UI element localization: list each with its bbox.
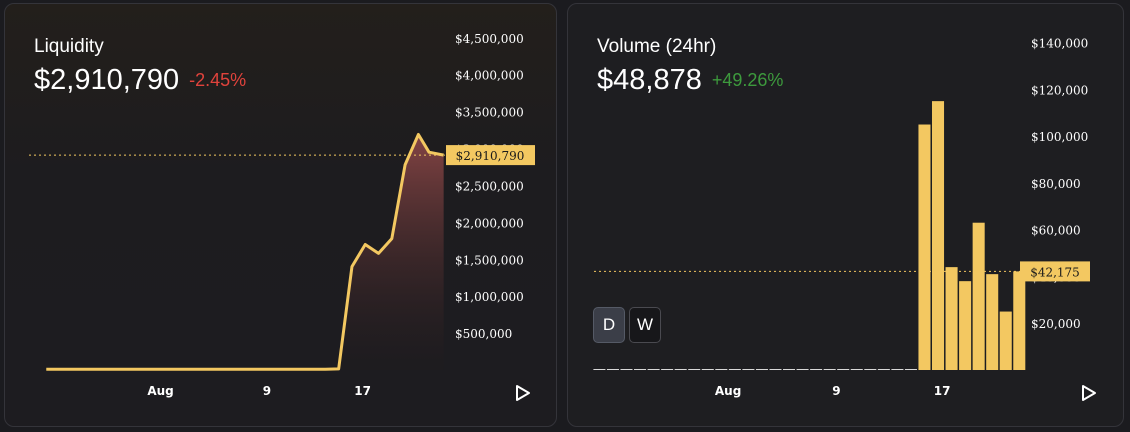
volume-bar bbox=[593, 369, 606, 370]
liquidity-title: Liquidity bbox=[34, 36, 104, 57]
volume-bar bbox=[783, 369, 796, 370]
liquidity-y-tick-label: $1,500,000 bbox=[455, 253, 524, 267]
volume-bar bbox=[728, 369, 741, 370]
volume-bar bbox=[620, 369, 633, 370]
liquidity-change: -2.45% bbox=[189, 70, 247, 90]
volume-bar bbox=[904, 369, 917, 370]
liquidity-y-tick-label: $500,000 bbox=[455, 327, 512, 341]
liquidity-y-tick-label: $4,000,000 bbox=[455, 69, 524, 83]
play-triangle-icon bbox=[516, 385, 530, 401]
volume-bar bbox=[999, 311, 1012, 370]
volume-bar bbox=[986, 274, 999, 370]
liquidity-x-tick-label: Aug bbox=[147, 384, 173, 398]
liquidity-chart: $500,000 $1,000,000 $1,500,000 $2,000,000 $2… bbox=[29, 32, 535, 398]
volume-bar bbox=[755, 369, 768, 370]
liquidity-y-tick-label: $2,500,000 bbox=[455, 179, 524, 193]
volume-x-tick-label: Aug bbox=[715, 384, 741, 398]
volume-bar bbox=[769, 369, 782, 370]
volume-bar bbox=[1013, 271, 1026, 370]
volume-play-button[interactable] bbox=[1077, 382, 1099, 404]
volume-bar bbox=[606, 369, 619, 370]
liquidity-amount: $2,910,790 bbox=[34, 64, 180, 96]
volume-y-tick-label: $100,000 bbox=[1031, 130, 1088, 144]
volume-y-tick-label: $140,000 bbox=[1031, 37, 1088, 51]
volume-y-tick-label: $120,000 bbox=[1031, 83, 1088, 97]
volume-bar bbox=[972, 222, 985, 370]
liquidity-x-tick-label: 17 bbox=[354, 384, 371, 398]
volume-bar bbox=[932, 101, 945, 370]
volume-bar bbox=[647, 369, 660, 370]
play-triangle-icon bbox=[1082, 385, 1096, 401]
volume-bar bbox=[701, 369, 714, 370]
liquidity-price-tag bbox=[446, 145, 535, 166]
liquidity-area bbox=[46, 134, 444, 370]
volume-bar bbox=[661, 369, 674, 370]
volume-bar bbox=[796, 369, 809, 370]
volume-change: +49.26% bbox=[711, 70, 784, 90]
volume-title: Volume (24hr) bbox=[597, 36, 717, 57]
volume-y-tick-label: $80,000 bbox=[1031, 177, 1081, 191]
volume-bar bbox=[634, 369, 647, 370]
liquidity-y-tick-label: $1,000,000 bbox=[455, 290, 524, 304]
volume-bar bbox=[877, 369, 890, 370]
liquidity-value: $2,910,790 -2.45% bbox=[34, 64, 246, 97]
liquidity-card: Liquidity $2,910,790 -2.45% $500,000 $1,00… bbox=[4, 3, 557, 427]
volume-bar bbox=[945, 267, 958, 370]
volume-bar bbox=[850, 369, 863, 370]
toggle-weekly-button[interactable]: W bbox=[629, 307, 661, 343]
volume-card: Volume (24hr) $48,878+49.26% $20,000$40,… bbox=[567, 3, 1124, 427]
volume-y-tick-label: $20,000 bbox=[1031, 317, 1081, 331]
volume-bar bbox=[742, 369, 755, 370]
liquidity-x-tick-label: 9 bbox=[263, 384, 271, 398]
volume-bar bbox=[864, 369, 877, 370]
volume-value: $48,878 +49.26% bbox=[597, 64, 783, 97]
volume-price-tag bbox=[1020, 261, 1090, 282]
liquidity-y-tick-label: $3,500,000 bbox=[455, 106, 524, 120]
volume-bar bbox=[891, 369, 904, 370]
volume-bar bbox=[715, 369, 728, 370]
volume-bar bbox=[837, 369, 850, 370]
volume-bar bbox=[823, 369, 836, 370]
volume-y-tick-label: $60,000 bbox=[1031, 224, 1081, 238]
volume-bar bbox=[688, 369, 701, 370]
liquidity-play-button[interactable] bbox=[511, 382, 533, 404]
volume-price-tag-label: $42,175 bbox=[1030, 265, 1080, 279]
liquidity-y-tick-label: $2,000,000 bbox=[455, 216, 524, 230]
volume-x-tick-label: 17 bbox=[934, 384, 951, 398]
toggle-daily-button[interactable]: D bbox=[593, 307, 625, 343]
liquidity-y-tick-label: $4,500,000 bbox=[455, 32, 524, 46]
volume-bar bbox=[674, 369, 687, 370]
volume-bar bbox=[959, 281, 972, 370]
volume-amount: $48,878 bbox=[597, 64, 702, 96]
volume-chart: $20,000$40,000$60,000$80,000$100,000$120… bbox=[593, 37, 1090, 398]
volume-bar bbox=[918, 124, 931, 370]
volume-x-tick-label: 9 bbox=[832, 384, 840, 398]
volume-bar bbox=[810, 369, 823, 370]
liquidity-price-tag-label: $2,910,790 bbox=[456, 149, 525, 163]
